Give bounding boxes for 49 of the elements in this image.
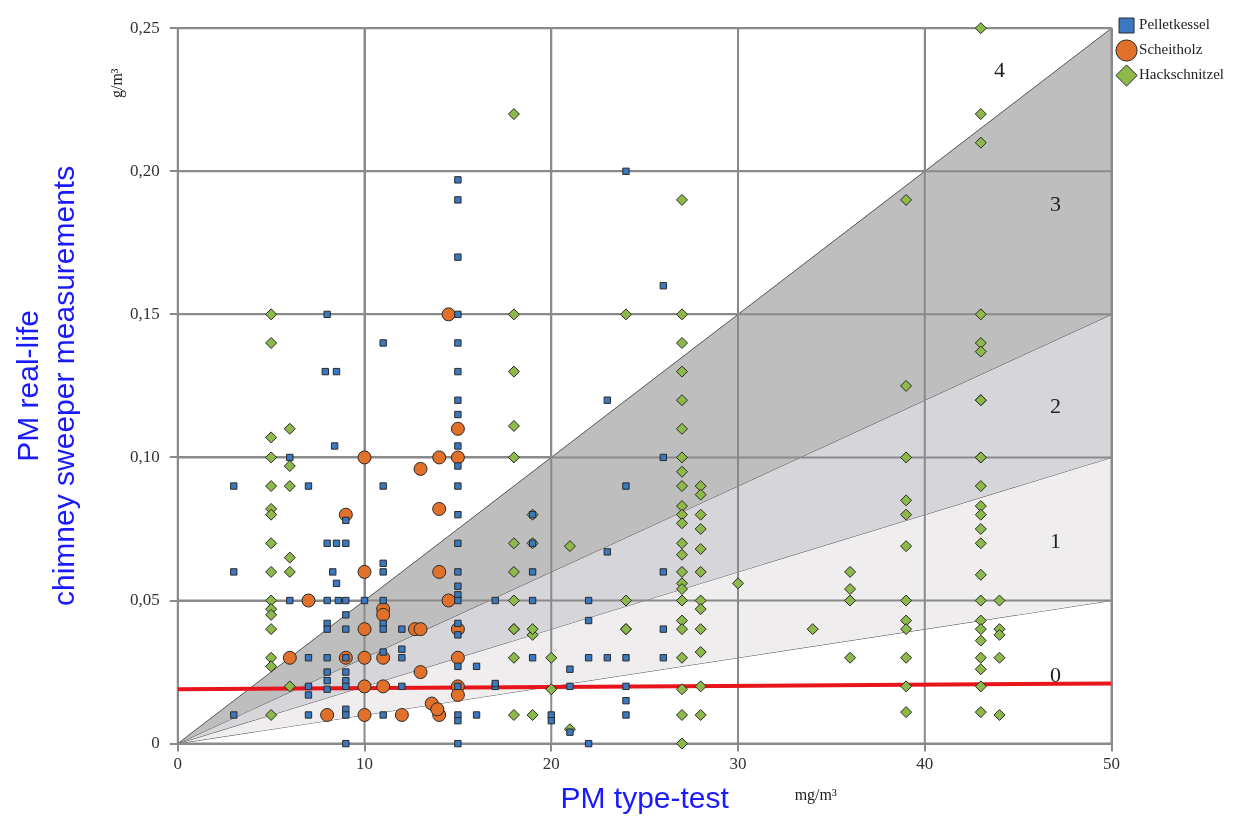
x-tick-label: 10	[356, 754, 374, 774]
y-tick-label: 0,25	[130, 17, 160, 37]
series-label: 3	[1050, 191, 1062, 217]
point	[432, 564, 447, 579]
point	[376, 607, 391, 622]
x-tick-label: 40	[916, 754, 934, 774]
point	[357, 650, 372, 665]
x-axis-title: PM type-test	[560, 781, 730, 815]
series-label: 2	[1050, 393, 1062, 419]
point	[450, 650, 465, 665]
point	[357, 622, 372, 637]
point	[357, 707, 372, 722]
point	[376, 679, 391, 694]
y-tick-label: 0,15	[130, 303, 160, 323]
series-label: 1	[1050, 527, 1062, 553]
point	[432, 450, 447, 465]
point	[441, 593, 456, 608]
point	[320, 707, 335, 722]
x-tick-label: 50	[1103, 754, 1121, 774]
x-tick-label: 30	[729, 754, 747, 774]
text: mg/m³	[794, 786, 837, 805]
point	[413, 665, 428, 680]
point	[413, 461, 428, 476]
point	[441, 307, 456, 322]
text: g/m³	[107, 68, 126, 99]
y-axis-title: PM real-life chimney sweeper measurements	[11, 165, 81, 606]
y-tick-label: 0,20	[130, 160, 160, 180]
point	[450, 421, 465, 436]
y-tick-label: 0,10	[130, 446, 160, 466]
point	[394, 707, 409, 722]
x-tick-label: 20	[542, 754, 560, 774]
point	[357, 564, 372, 579]
point	[357, 679, 372, 694]
point	[450, 450, 465, 465]
point	[432, 501, 447, 516]
point	[301, 593, 316, 608]
point	[282, 650, 297, 665]
y-tick-label: 0,05	[130, 589, 160, 609]
point	[413, 622, 428, 637]
legend-label: Hackschnitzel	[1139, 66, 1225, 83]
legend-label: Scheitholz	[1139, 41, 1203, 58]
annotation: 4	[993, 56, 1005, 82]
series-label: 0	[1050, 662, 1062, 688]
y-tick-label: 0	[151, 733, 160, 753]
point	[450, 687, 465, 702]
x-tick-label: 0	[173, 754, 182, 774]
point	[430, 702, 445, 717]
point	[357, 450, 372, 465]
legend-label: Pelletkessel	[1139, 16, 1210, 33]
